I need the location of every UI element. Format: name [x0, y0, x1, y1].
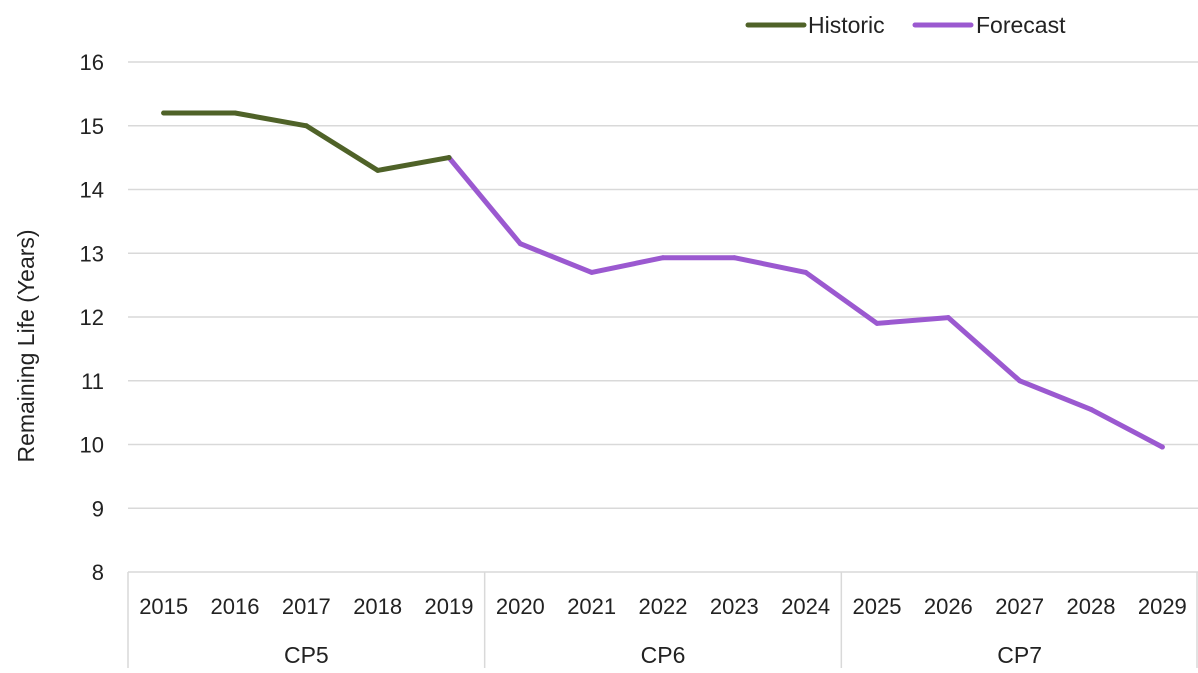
y-tick-label: 15	[80, 114, 104, 139]
data-point-forecast	[660, 255, 666, 261]
x-tick-label: 2022	[639, 594, 688, 619]
x-tick-label: 2020	[496, 594, 545, 619]
legend-label-forecast: Forecast	[976, 12, 1066, 38]
series-line-historic	[161, 110, 452, 173]
data-point-historic	[303, 123, 309, 129]
data-point-forecast	[731, 255, 737, 261]
group-label: CP7	[997, 642, 1042, 668]
data-point-historic	[232, 110, 238, 116]
data-point-forecast	[517, 241, 523, 247]
x-tick-label: 2018	[353, 594, 402, 619]
data-point-historic	[161, 110, 167, 116]
y-tick-label: 13	[80, 241, 104, 266]
data-point-forecast	[1088, 406, 1094, 412]
data-point-forecast	[874, 320, 880, 326]
y-tick-label: 8	[92, 560, 104, 585]
x-tick-label: 2016	[211, 594, 260, 619]
x-tick-label: 2023	[710, 594, 759, 619]
x-tick-label: 2026	[924, 594, 973, 619]
x-tick-label: 2027	[995, 594, 1044, 619]
x-tick-label: 2029	[1138, 594, 1187, 619]
legend-label-historic: Historic	[808, 12, 885, 38]
x-tick-label: 2024	[781, 594, 830, 619]
x-tick-label: 2025	[853, 594, 902, 619]
data-point-forecast	[1159, 444, 1165, 450]
series-lines	[161, 110, 1165, 450]
group-label: CP5	[284, 642, 329, 668]
y-tick-label: 14	[80, 178, 104, 203]
gridlines	[128, 61, 1198, 509]
data-point-forecast	[803, 269, 809, 275]
series-line-forecast	[446, 155, 1165, 450]
y-tick-label: 12	[80, 305, 104, 330]
data-point-historic	[375, 167, 381, 173]
data-point-forecast	[1017, 378, 1023, 384]
y-tick-label: 16	[80, 50, 104, 75]
y-axis-title: Remaining Life (Years)	[13, 229, 39, 462]
tick-labels: 8 9 10 11 12 13 14 15 16 2015 2016 2017 2018 2019 2020…	[80, 50, 1187, 668]
x-tick-label: 2017	[282, 594, 331, 619]
y-tick-label: 9	[92, 496, 104, 521]
group-label: CP6	[641, 642, 686, 668]
x-tick-label: 2028	[1067, 594, 1116, 619]
data-point-historic	[446, 155, 452, 161]
axes	[127, 571, 1198, 668]
x-tick-label: 2015	[139, 594, 188, 619]
x-tick-label: 2021	[567, 594, 616, 619]
legend: Historic Forecast	[745, 12, 1066, 38]
x-tick-label: 2019	[425, 594, 474, 619]
y-tick-label: 10	[80, 433, 104, 458]
data-point-forecast	[945, 315, 951, 321]
data-point-forecast	[589, 269, 595, 275]
y-tick-label: 11	[81, 369, 104, 394]
